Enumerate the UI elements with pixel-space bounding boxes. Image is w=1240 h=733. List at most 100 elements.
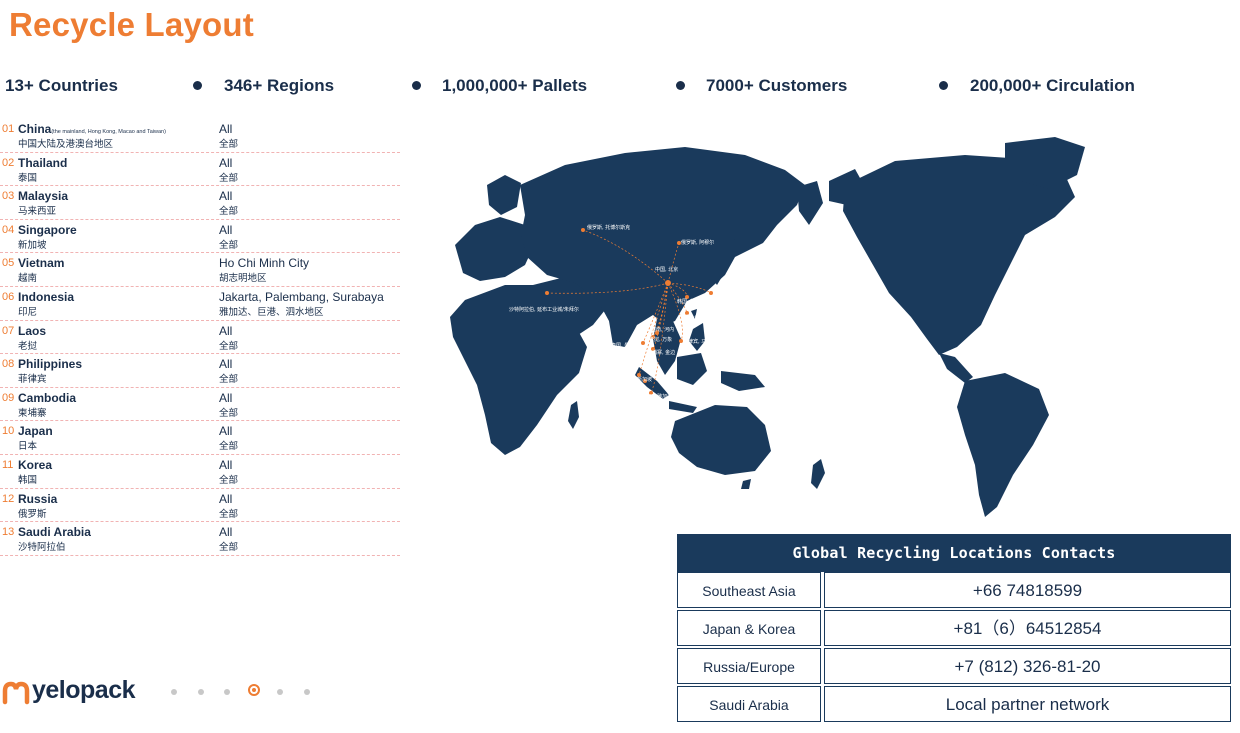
country-name: Philippines: [18, 357, 82, 371]
pager-dot[interactable]: [277, 689, 283, 695]
country-name: Laos: [18, 324, 46, 338]
country-region: All: [219, 457, 233, 472]
country-name: Vietnam: [18, 256, 64, 270]
country-note: (the mainland, Hong Kong, Macao and Taiw…: [51, 129, 166, 135]
country-row: 09 Cambodia 柬埔寨 All 全部: [0, 388, 400, 422]
country-row: 10 Japan 日本 All 全部: [0, 421, 400, 455]
country-name-cn: 越南: [18, 273, 38, 285]
logo-wordmark: yelopack: [32, 676, 136, 704]
map-marker-vientiane: [651, 335, 655, 339]
country-name-text: Philippines: [18, 357, 83, 372]
country-row: 02 Thailand 泰国 All 全部: [0, 153, 400, 187]
map-labels: 俄罗斯, 托博尔斯克 俄罗斯, 阿穆尔 中国, 北京 韩国, 首尔 日本, 东京…: [509, 224, 738, 400]
country-region: All: [219, 155, 233, 170]
map-label: 新加坡: [637, 376, 652, 383]
country-name-text: Russia: [18, 491, 58, 506]
country-name-text: Cambodia: [18, 390, 77, 405]
country-number: 12: [2, 492, 15, 505]
country-region-cn: 雅加达、巨港、泗水地区: [219, 306, 324, 318]
country-region: Ho Chi Minh City: [219, 256, 310, 271]
contact-phone: +66 74818599: [824, 572, 1231, 608]
contact-region: Saudi Arabia: [677, 686, 821, 722]
country-row: 11 Korea 韩国 All 全部: [0, 455, 400, 489]
contact-phone: +7 (812) 326-81-20: [824, 648, 1231, 684]
country-row: 03 Malaysia 马来西亚 All 全部: [0, 186, 400, 220]
country-name: Korea: [18, 458, 52, 472]
stat-customers: 7000+ Customers: [706, 76, 848, 95]
pager-dot[interactable]: [198, 689, 204, 695]
country-name-text: Laos: [18, 323, 47, 338]
country-region: All: [219, 189, 233, 204]
country-number: 06: [2, 290, 15, 303]
map-marker-hanoi: [655, 331, 659, 335]
contacts-table-header: Global Recycling Locations Contacts: [677, 534, 1231, 572]
map-label: 俄罗斯, 托博尔斯克: [587, 224, 630, 231]
country-region-cn: 全部: [219, 407, 239, 419]
pager-dot[interactable]: [304, 689, 310, 695]
country-name-text: Saudi Arabia: [18, 525, 91, 540]
country-list: 01 China(the mainland, Hong Kong, Macao a…: [0, 119, 400, 556]
country-region-cn: 全部: [219, 206, 239, 218]
country-region: Jakarta, Palembang, Surabaya: [219, 289, 384, 304]
world-map: 俄罗斯, 托博尔斯克 俄罗斯, 阿穆尔 中国, 北京 韩国, 首尔 日本, 东京…: [450, 137, 1085, 517]
country-name-cn: 中国大陆及港澳台地区: [18, 139, 114, 150]
country-region-cn: 全部: [219, 441, 239, 453]
map-label: 越南, 河内: [651, 326, 674, 333]
map-label: 马来西亚, 吉隆坡: [599, 365, 637, 372]
pager-dot[interactable]: [224, 689, 230, 695]
country-name: Singapore: [18, 223, 77, 237]
map-marker-tokyo: [709, 291, 713, 295]
pager-dot[interactable]: [171, 689, 177, 695]
country-number: 05: [2, 257, 15, 270]
country-region: All: [219, 390, 233, 405]
pager-dot-active[interactable]: [248, 684, 260, 696]
stat-regions: 346+ Regions: [224, 76, 335, 95]
route-lines: [546, 229, 712, 394]
map-label: 柬埔寨, 金边: [647, 349, 675, 356]
country-region-cn: 全部: [219, 139, 239, 150]
country-region: All: [219, 122, 233, 136]
country-region-cn: 全部: [219, 239, 239, 251]
map-marker-saudi: [545, 291, 549, 295]
country-region: All: [219, 525, 233, 540]
page-title: Recycle Layout: [9, 6, 254, 43]
contact-phone: +81（6）64512854: [824, 610, 1231, 646]
country-region-cn: 全部: [219, 374, 239, 386]
country-row: 04 Singapore 新加坡 All 全部: [0, 220, 400, 254]
country-region-cn: 全部: [219, 474, 239, 486]
country-region: All: [219, 323, 233, 338]
stat-separator-dot: [939, 81, 948, 90]
country-row: 07 Laos 老挝 All 全部: [0, 321, 400, 355]
map-label: 老挝, 万象: [649, 336, 672, 343]
country-name-text: Japan: [18, 424, 53, 439]
map-marker-jakarta: [649, 391, 653, 395]
stat-separator-dot: [676, 81, 685, 90]
map-marker-amur: [677, 241, 681, 245]
country-row: 08 Philippines 菲律宾 All 全部: [0, 354, 400, 388]
country-name: Indonesia: [18, 290, 74, 304]
map-marker-phnom-penh: [651, 347, 655, 351]
country-number: 01: [2, 123, 15, 135]
country-name: Saudi Arabia: [18, 525, 91, 539]
country-name: China(the mainland, Hong Kong, Macao and…: [18, 122, 166, 136]
country-region-cn: 全部: [219, 542, 239, 554]
country-row: 13 Saudi Arabia 沙特阿拉伯 All 全部: [0, 522, 400, 556]
contacts-table: Global Recycling Locations Contacts Sout…: [677, 534, 1231, 724]
country-number: 10: [2, 425, 15, 438]
country-name: Russia: [18, 492, 57, 506]
stat-pallets: 1,000,000+ Pallets: [442, 76, 588, 95]
country-name-text: Indonesia: [18, 289, 75, 304]
map-marker-kuala-lumpur: [637, 373, 641, 377]
country-name-cn: 马来西亚: [18, 206, 57, 218]
country-region-cn: 全部: [219, 508, 239, 520]
stat-countries: 13+ Countries: [5, 76, 118, 95]
country-name-cn: 俄罗斯: [18, 508, 47, 520]
contact-phone: Local partner network: [824, 686, 1231, 722]
country-name-text: Thailand: [18, 155, 68, 170]
contact-row: Saudi Arabia Local partner network: [677, 686, 1231, 724]
contact-region: Japan & Korea: [677, 610, 821, 646]
country-number: 09: [2, 391, 15, 404]
map-marker-beijing: [665, 280, 671, 286]
country-region-cn: 全部: [219, 340, 239, 352]
contact-region: Russia/Europe: [677, 648, 821, 684]
